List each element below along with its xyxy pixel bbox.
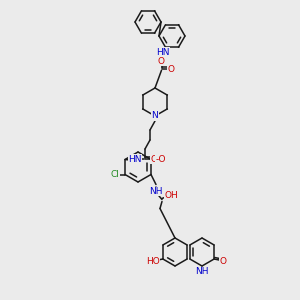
Text: Cl: Cl	[111, 170, 119, 179]
Text: O: O	[220, 256, 226, 266]
Text: OH: OH	[164, 191, 178, 200]
Text: O: O	[158, 57, 165, 66]
Text: NH: NH	[195, 268, 209, 277]
Text: O: O	[151, 154, 158, 164]
Text: HN: HN	[128, 154, 142, 164]
Text: HN: HN	[156, 48, 169, 57]
Text: N: N	[152, 112, 158, 121]
Text: O: O	[167, 65, 174, 74]
Text: -O: -O	[156, 155, 166, 164]
Text: HO: HO	[146, 256, 160, 266]
Text: NH: NH	[149, 187, 163, 196]
